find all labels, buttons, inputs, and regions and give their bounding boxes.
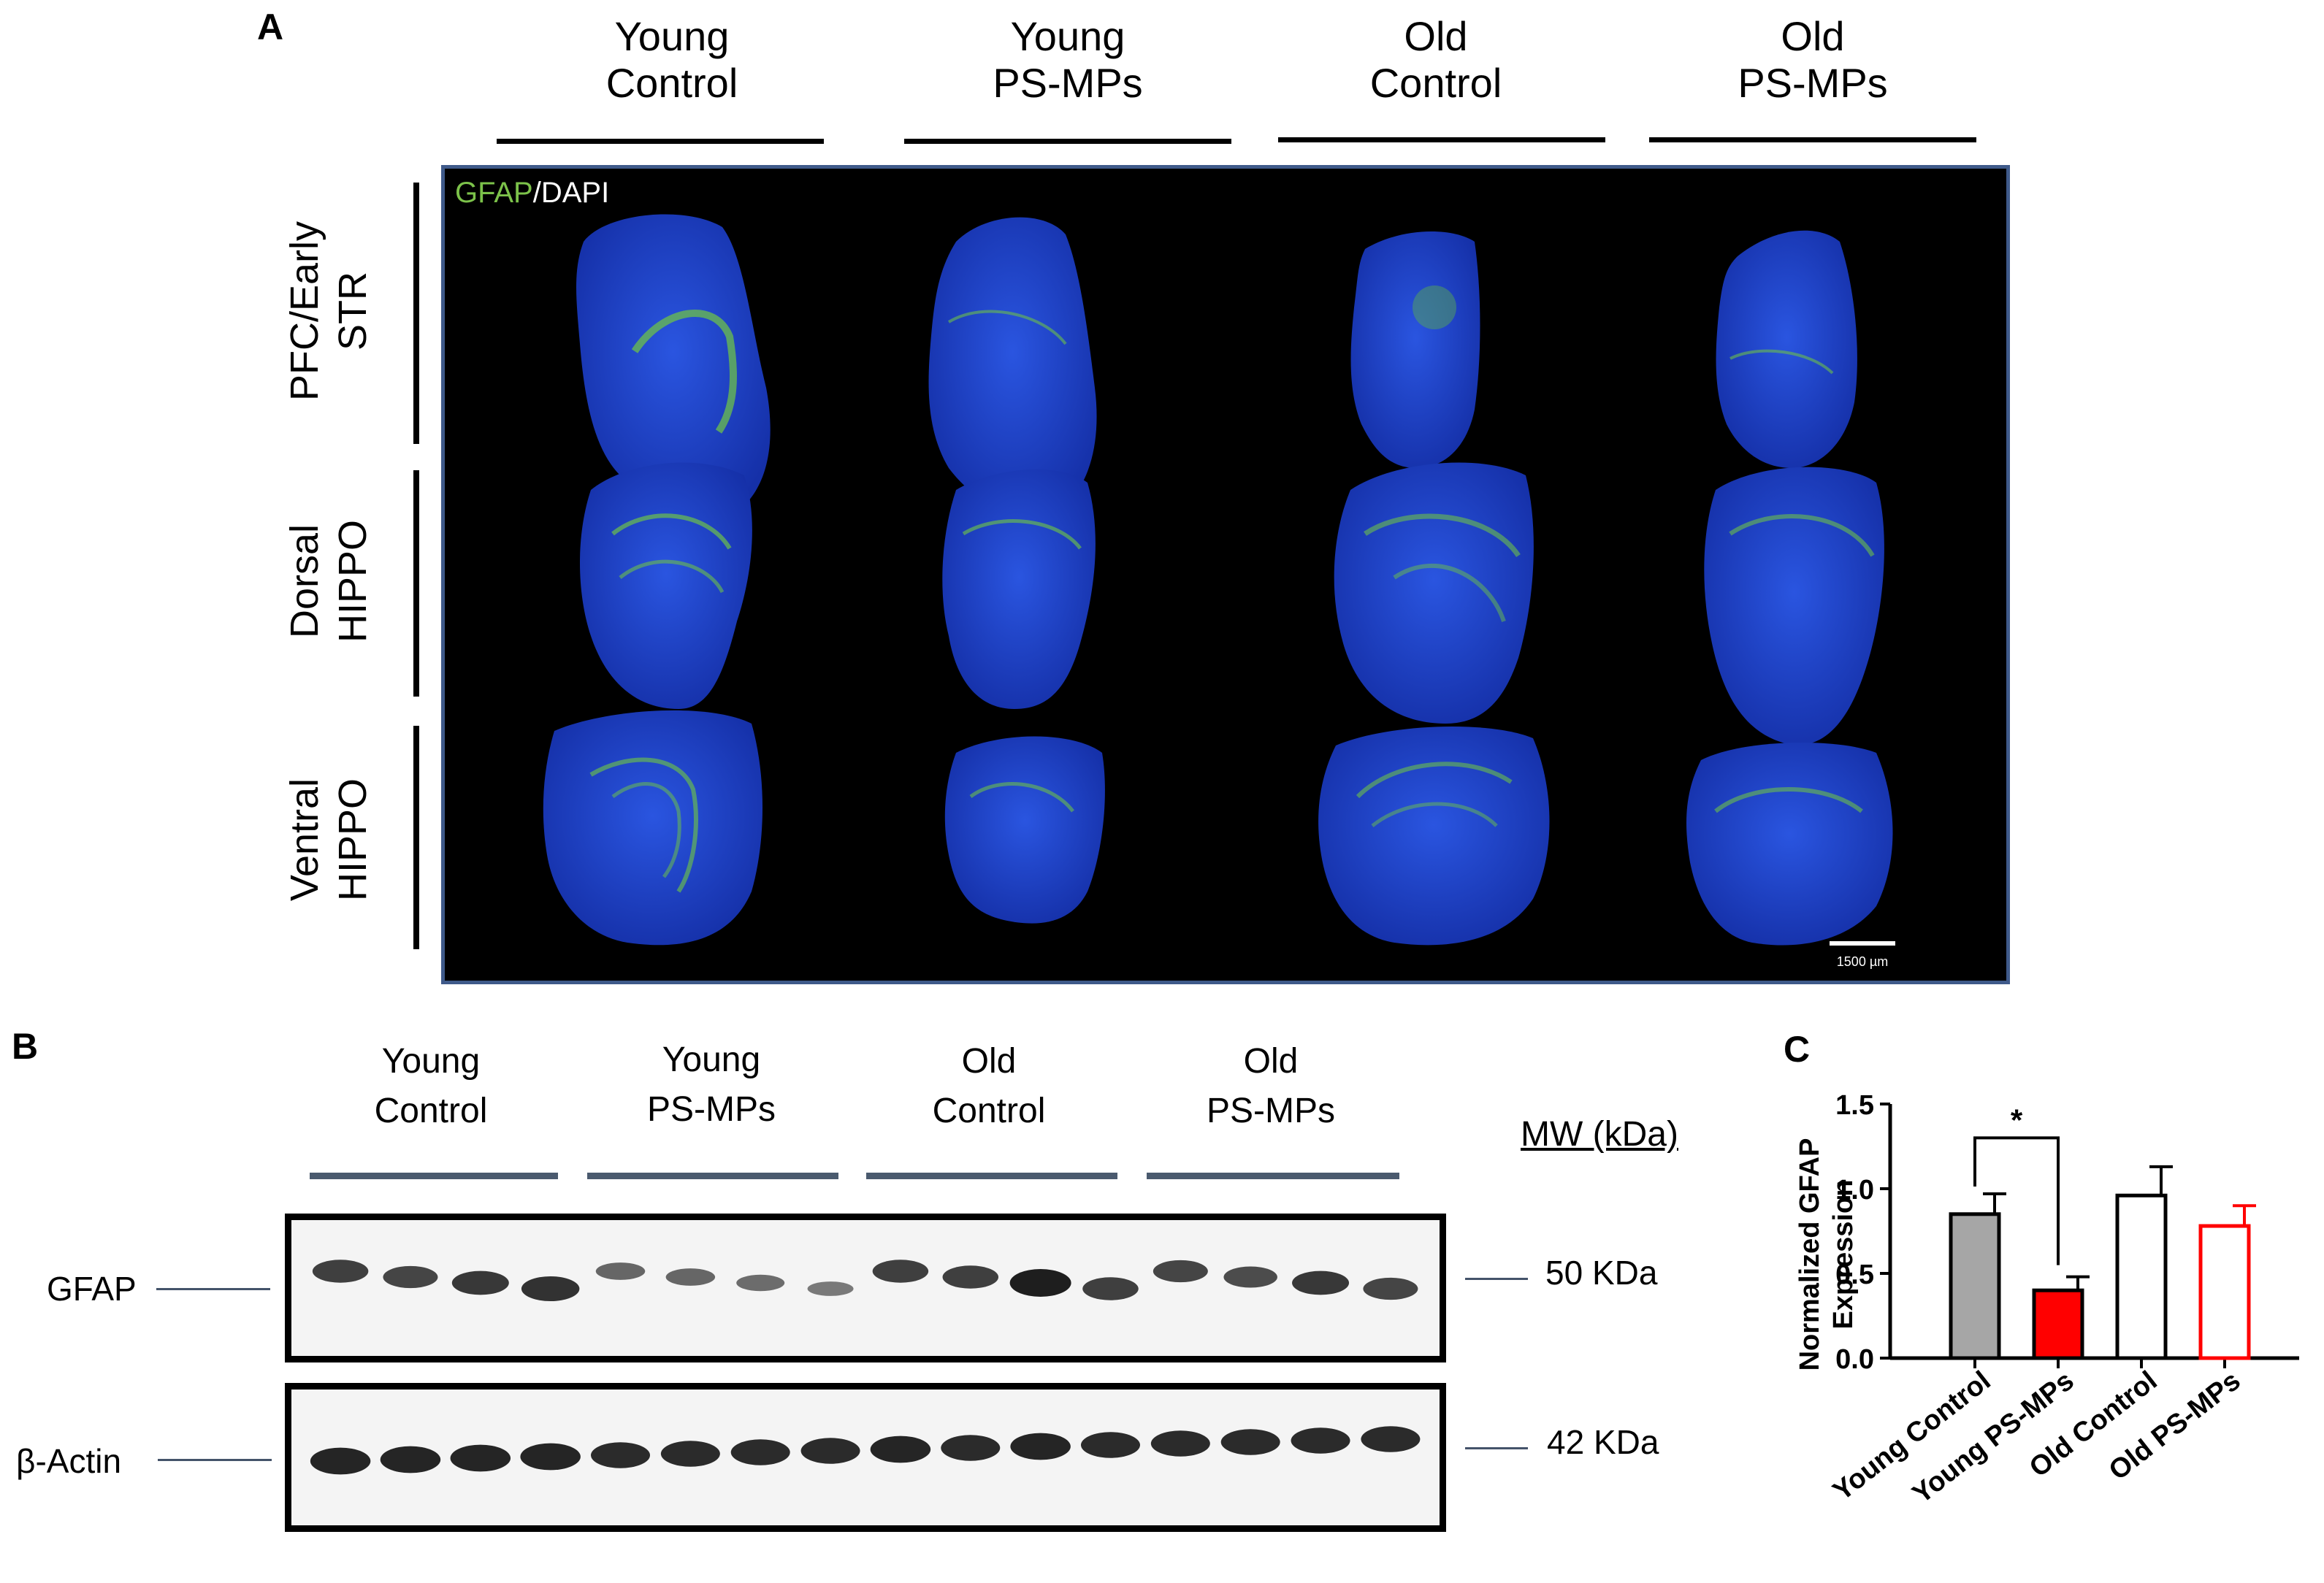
blot-band <box>1153 1260 1208 1283</box>
panel-a-group-young-control: Young Control <box>605 13 738 106</box>
blot-band <box>383 1265 438 1289</box>
blot-band <box>595 1262 646 1280</box>
y-tick-label: 0.5 <box>1835 1260 1874 1290</box>
blot-band <box>1220 1429 1280 1455</box>
brain-section <box>944 736 1105 924</box>
group-underline <box>904 139 1231 144</box>
y-tick-label: 1.5 <box>1835 1090 1874 1121</box>
bar <box>2032 1288 2084 1360</box>
region-label-dorsal-hippo: Dorsal HIPPO <box>283 519 375 643</box>
blot-band <box>736 1274 785 1292</box>
panel-b-group-young-psmps: Young PS-MPs <box>646 1040 776 1129</box>
blot-band <box>1080 1432 1140 1458</box>
scale-bar <box>1830 941 1895 946</box>
blot-band <box>521 1276 580 1302</box>
significance-star: * <box>2011 1103 2023 1137</box>
blot-band <box>451 1270 509 1295</box>
blot-band <box>660 1441 720 1467</box>
y-tick-label: 0.0 <box>1835 1344 1874 1375</box>
gfap-stain-label: GFAP <box>455 177 533 209</box>
gfap-bar-chart: Normalized GFAP Expression 0.00.51.01.5Yo… <box>1794 1090 2299 1510</box>
panel-b-group-old-psmps: Old PS-MPs <box>1206 1042 1335 1130</box>
blot-band <box>1009 1269 1071 1297</box>
brain-section <box>580 462 752 709</box>
blot-band <box>520 1443 581 1471</box>
panel-c-label: C <box>1784 1029 1811 1070</box>
brain-section <box>942 469 1096 709</box>
brain-section <box>1704 467 1884 745</box>
blot-band <box>1010 1433 1071 1460</box>
brain-section <box>576 214 771 520</box>
panel-b-group-old-control: Old Control <box>932 1042 1046 1130</box>
brain-section <box>1318 726 1550 946</box>
blot-actin <box>285 1383 1446 1532</box>
blot-label-line <box>156 1288 270 1290</box>
svg-text:GFAP/DAPI: GFAP/DAPI <box>455 177 609 209</box>
mw-header: MW (kDa) <box>1521 1115 1678 1154</box>
blot-group-underline <box>587 1173 838 1179</box>
brain-section <box>928 217 1097 518</box>
panel-a-group-old-psmps: Old PS-MPs <box>1738 13 1888 106</box>
significance-bracket <box>1973 1136 2060 1265</box>
bar <box>2198 1224 2251 1360</box>
blot-band <box>870 1436 931 1463</box>
panel-a-group-young-psmps: Young PS-MPs <box>993 13 1143 106</box>
blot-band <box>591 1442 651 1468</box>
blot-band <box>1150 1430 1210 1457</box>
blot-band <box>730 1439 790 1465</box>
mw-label-50: 50 KDa <box>1545 1254 1658 1292</box>
blot-band <box>665 1268 716 1286</box>
region-label-ventral-hippo: Ventral HIPPO <box>283 778 375 902</box>
scale-bar-label: 1500 µm <box>1837 954 1888 969</box>
panel-a-group-old-control: Old Control <box>1369 13 1502 106</box>
microscopy-panel: GFAP/DAPI <box>441 165 2010 984</box>
blot-band <box>941 1435 1001 1461</box>
blot-band <box>872 1260 929 1283</box>
mw-label-42: 42 KDa <box>1547 1423 1659 1461</box>
brain-section <box>1686 743 1893 946</box>
blot-band <box>1291 1427 1350 1454</box>
mw-marker-line <box>1465 1447 1528 1449</box>
brain-section <box>1716 230 1857 469</box>
blot-band <box>1363 1277 1418 1300</box>
blot-band <box>1223 1266 1277 1288</box>
region-label-pfc: PFC/Early STR <box>283 221 375 402</box>
blot-gfap <box>285 1214 1446 1362</box>
region-bracket <box>413 470 419 697</box>
blot-band <box>1292 1270 1350 1295</box>
panel-b-group-young-control: Young Control <box>374 1042 488 1130</box>
bar <box>1949 1212 2001 1360</box>
blot-group-underline <box>866 1173 1117 1179</box>
blot-group-underline <box>1147 1173 1399 1179</box>
blot-band <box>800 1438 860 1464</box>
blot-label-gfap: GFAP <box>47 1270 137 1308</box>
y-tick-label: 1.0 <box>1835 1175 1874 1206</box>
group-underline <box>1278 137 1605 142</box>
blot-label-line <box>158 1459 272 1461</box>
region-bracket <box>413 726 419 949</box>
blot-label-actin: β-Actin <box>16 1442 122 1480</box>
group-underline <box>1649 137 1976 142</box>
blot-band <box>312 1260 369 1283</box>
panel-a-label: A <box>257 7 284 47</box>
blot-band <box>310 1447 371 1475</box>
brain-section <box>1334 462 1534 724</box>
blot-band <box>450 1444 511 1472</box>
dapi-stain-label: /DAPI <box>533 177 609 209</box>
mw-marker-line <box>1465 1278 1528 1280</box>
bar <box>2115 1193 2168 1360</box>
y-axis-label: Normalized GFAP Expression <box>1794 1138 1859 1371</box>
region-bracket <box>413 183 419 444</box>
brain-section <box>543 710 762 946</box>
panel-b-label: B <box>12 1026 39 1067</box>
blot-band <box>1361 1426 1421 1452</box>
blot-group-underline <box>310 1173 558 1179</box>
blot-band <box>942 1265 999 1289</box>
blot-band <box>807 1281 854 1296</box>
blot-band <box>1082 1277 1139 1300</box>
blot-band <box>380 1446 441 1473</box>
group-underline <box>497 139 824 144</box>
brain-section <box>1350 231 1480 468</box>
